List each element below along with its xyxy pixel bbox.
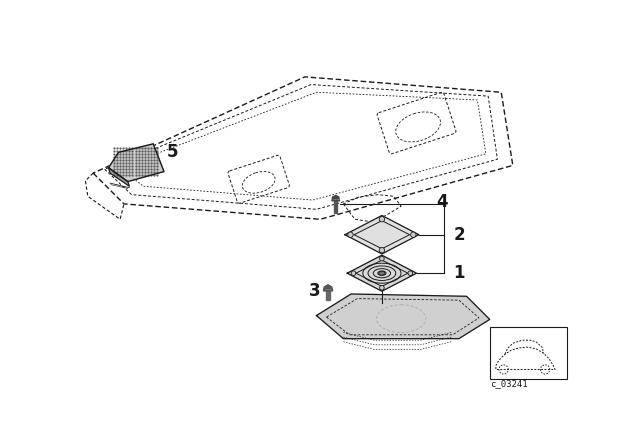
Text: 3: 3 — [308, 282, 321, 300]
Text: 1: 1 — [454, 264, 465, 282]
Circle shape — [411, 232, 416, 237]
Polygon shape — [316, 294, 490, 339]
Text: c_03241: c_03241 — [490, 379, 527, 388]
Polygon shape — [334, 201, 337, 213]
Ellipse shape — [379, 271, 385, 275]
Bar — [490, 327, 566, 379]
Circle shape — [408, 271, 413, 276]
Text: 5: 5 — [166, 143, 178, 161]
Circle shape — [380, 285, 384, 290]
Polygon shape — [109, 144, 164, 181]
Text: 2: 2 — [454, 226, 465, 244]
Circle shape — [380, 216, 385, 222]
Polygon shape — [348, 255, 417, 291]
Polygon shape — [326, 291, 330, 300]
Circle shape — [348, 232, 353, 237]
Circle shape — [351, 271, 356, 276]
Text: 4: 4 — [436, 194, 447, 211]
Circle shape — [380, 256, 384, 261]
Polygon shape — [332, 195, 340, 201]
Polygon shape — [109, 168, 129, 186]
Polygon shape — [323, 285, 333, 291]
Polygon shape — [345, 215, 419, 254]
Circle shape — [380, 248, 385, 253]
